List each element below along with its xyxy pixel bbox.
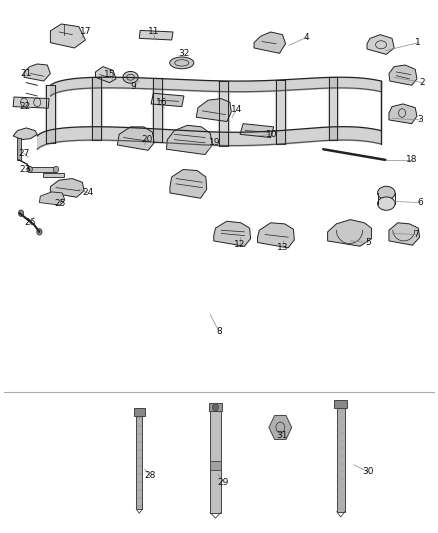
Bar — [334, 400, 347, 408]
Text: 11: 11 — [148, 28, 159, 36]
Text: 4: 4 — [304, 33, 309, 42]
Circle shape — [37, 229, 42, 235]
Polygon shape — [254, 32, 286, 53]
Polygon shape — [139, 30, 173, 40]
Polygon shape — [214, 221, 251, 246]
Bar — [136, 416, 142, 509]
Ellipse shape — [378, 186, 395, 200]
Circle shape — [53, 166, 59, 173]
Polygon shape — [166, 125, 212, 155]
Polygon shape — [13, 128, 37, 140]
Text: 22: 22 — [20, 102, 31, 111]
Text: 26: 26 — [24, 219, 35, 227]
Text: 31: 31 — [277, 432, 288, 440]
Bar — [209, 403, 222, 411]
Circle shape — [212, 403, 219, 411]
Text: 16: 16 — [156, 98, 168, 107]
Polygon shape — [50, 24, 85, 48]
Bar — [337, 408, 345, 512]
Text: 1: 1 — [415, 38, 421, 47]
Polygon shape — [218, 81, 229, 146]
Polygon shape — [24, 64, 50, 81]
Polygon shape — [45, 85, 56, 143]
Text: 20: 20 — [141, 135, 152, 144]
Circle shape — [18, 210, 24, 216]
Polygon shape — [50, 179, 84, 197]
Bar — [134, 408, 145, 416]
Text: 13: 13 — [277, 244, 288, 252]
Bar — [210, 461, 221, 470]
Bar — [17, 138, 21, 160]
Text: 25: 25 — [55, 199, 66, 208]
Text: 7: 7 — [413, 230, 419, 239]
Polygon shape — [389, 104, 417, 124]
Bar — [210, 411, 221, 513]
Polygon shape — [196, 99, 231, 122]
Polygon shape — [13, 97, 49, 108]
Text: 8: 8 — [216, 327, 222, 336]
Polygon shape — [95, 67, 116, 83]
Polygon shape — [367, 35, 394, 54]
Text: 14: 14 — [231, 105, 242, 114]
Polygon shape — [328, 220, 371, 246]
Text: 17: 17 — [80, 28, 91, 36]
Text: 15: 15 — [104, 70, 115, 79]
Text: 24: 24 — [82, 189, 93, 197]
Polygon shape — [152, 78, 163, 142]
Polygon shape — [117, 127, 154, 150]
Text: 32: 32 — [178, 49, 190, 58]
Polygon shape — [389, 65, 417, 85]
Text: 28: 28 — [144, 471, 155, 480]
Text: 27: 27 — [18, 149, 30, 158]
Text: 19: 19 — [209, 139, 220, 147]
Text: 23: 23 — [20, 165, 31, 174]
Polygon shape — [275, 80, 286, 144]
Text: 6: 6 — [417, 198, 424, 207]
Polygon shape — [389, 223, 420, 245]
Polygon shape — [151, 93, 184, 107]
Polygon shape — [240, 124, 274, 138]
Text: 21: 21 — [21, 69, 32, 78]
Text: 10: 10 — [266, 130, 277, 139]
Ellipse shape — [170, 57, 194, 69]
Polygon shape — [170, 169, 207, 198]
Ellipse shape — [378, 197, 395, 211]
Bar — [30, 167, 56, 172]
Text: 12: 12 — [234, 240, 246, 248]
Text: 9: 9 — [131, 82, 137, 91]
Bar — [43, 173, 64, 177]
Circle shape — [27, 166, 32, 173]
Text: 18: 18 — [406, 156, 417, 164]
Text: 3: 3 — [417, 116, 424, 124]
Text: 30: 30 — [362, 467, 374, 476]
Ellipse shape — [123, 71, 138, 83]
Polygon shape — [91, 77, 102, 140]
Polygon shape — [258, 223, 294, 248]
Polygon shape — [328, 77, 338, 140]
Text: 29: 29 — [218, 478, 229, 487]
Text: 5: 5 — [365, 238, 371, 247]
Polygon shape — [39, 192, 65, 205]
Text: 2: 2 — [420, 78, 425, 87]
